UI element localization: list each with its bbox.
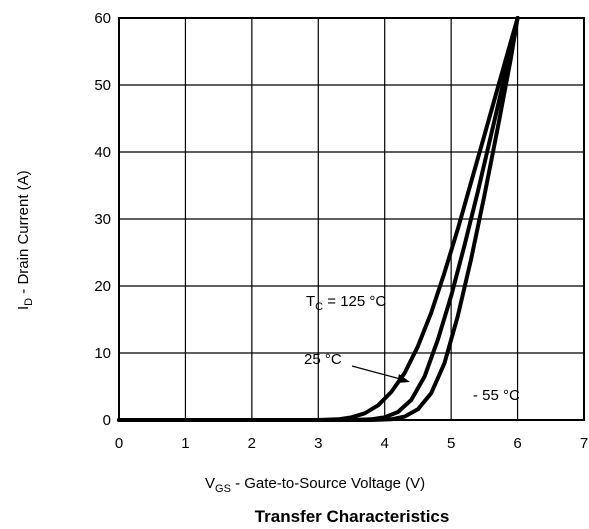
plot-frame (118, 17, 585, 421)
x-tick-label: 3 (314, 435, 322, 452)
y-tick-label: 50 (94, 77, 111, 94)
y-tick-label: 10 (94, 345, 111, 362)
x-tick-label: 1 (181, 435, 189, 452)
y-tick-label: 60 (94, 10, 111, 27)
annotation-25c: 25 °C (304, 351, 342, 368)
annotation-tc-125: TC = 125 °C (306, 293, 386, 313)
y-axis-label: ID - Drain Current (A) (15, 170, 35, 310)
annotation-25c-arrowhead (397, 374, 410, 383)
grid (118, 17, 585, 421)
annotation-minus55c: - 55 °C (473, 387, 520, 404)
y-tick-label: 30 (94, 211, 111, 228)
y-tick-labels: 0 10 20 30 40 50 60 (94, 10, 111, 429)
x-tick-label: 2 (248, 435, 256, 452)
y-tick-label: 20 (94, 278, 111, 295)
x-tick-label: 5 (447, 435, 455, 452)
y-tick-label: 40 (94, 144, 111, 161)
x-axis-label: VGS - Gate-to-Source Voltage (V) (205, 475, 425, 495)
x-tick-label: 4 (381, 435, 389, 452)
x-tick-label: 0 (115, 435, 123, 452)
series-line-0 (117, 16, 520, 422)
x-tick-label: 7 (580, 435, 588, 452)
y-tick-label: 0 (103, 412, 111, 429)
x-tick-labels: 0 1 2 3 4 5 6 7 (115, 435, 588, 452)
x-tick-label: 6 (513, 435, 521, 452)
chart-title: Transfer Characteristics (255, 507, 450, 526)
annotation-25c-arrow (351, 365, 405, 381)
